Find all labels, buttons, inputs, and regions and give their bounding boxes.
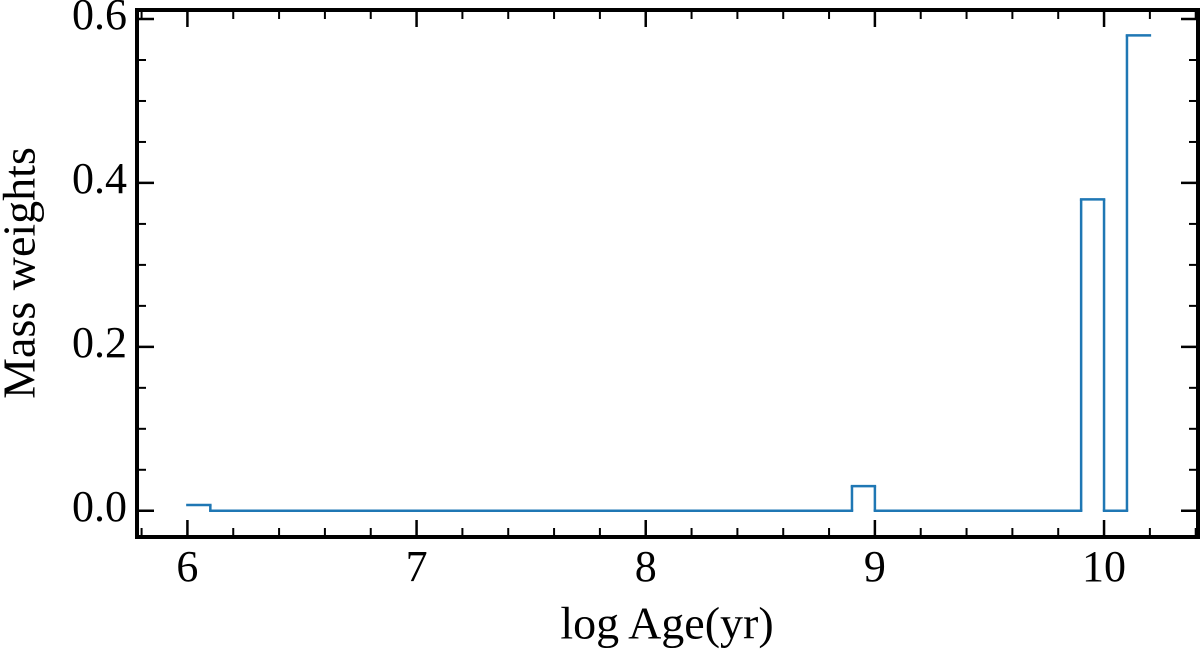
x-axis-label: log Age(yr) <box>560 598 773 649</box>
x-tick-label: 6 <box>176 542 198 591</box>
x-tick-label: 10 <box>1082 542 1126 591</box>
x-tick-label: 7 <box>406 542 428 591</box>
y-tick-label: 0.0 <box>72 482 127 531</box>
y-tick-label: 0.6 <box>72 0 127 39</box>
x-tick-label: 8 <box>635 542 657 591</box>
y-axis-label: Mass weights <box>0 147 45 399</box>
y-tick-label: 0.4 <box>72 154 127 203</box>
x-tick-label: 9 <box>864 542 886 591</box>
plot-frame <box>135 8 1200 539</box>
y-tick-label: 0.2 <box>72 318 127 367</box>
